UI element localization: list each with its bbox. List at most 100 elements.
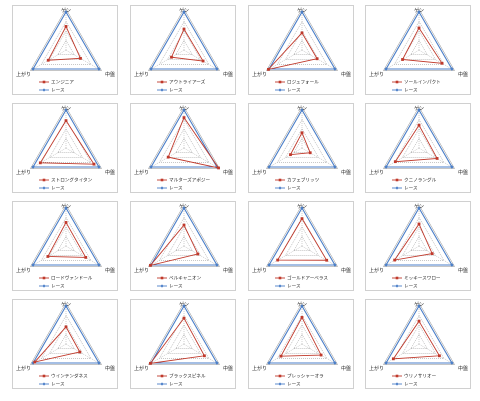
axis-label-2: 上がり — [134, 169, 149, 176]
grid-ring — [285, 128, 319, 158]
axis-label-1: 中盤 — [458, 169, 468, 176]
axis-label-1: 中盤 — [341, 169, 351, 176]
horse-data-point — [64, 119, 68, 123]
horse-data-point — [276, 258, 280, 262]
grid-frame — [266, 8, 338, 71]
race-data-point — [97, 67, 101, 71]
horse-data-point — [308, 151, 312, 155]
radar-chart-panel: ゲン 中盤 上がり ウインテンダネス レース — [12, 299, 118, 389]
grid-spoke — [418, 343, 455, 365]
grid-ring — [175, 334, 193, 349]
axis-label-2: 上がり — [252, 267, 267, 274]
race-series-line — [385, 304, 453, 364]
horse-data-point — [170, 55, 173, 59]
race-data-point — [417, 108, 421, 112]
race-data-point — [215, 361, 219, 365]
grid-ring — [57, 334, 75, 349]
legend-swatch-marker — [160, 284, 164, 288]
horse-series-line — [47, 221, 87, 258]
race-series-line — [385, 10, 453, 70]
radar-chart-panel: ゲン 中盤 上がり ミッキースワロー レース — [365, 201, 471, 291]
grid-frame — [383, 106, 455, 169]
radar-chart-panel: ゲン 中盤 上がり ブラックスピネル レース — [130, 299, 236, 389]
legend-swatch-marker — [278, 186, 282, 190]
grid-spoke — [418, 49, 455, 71]
axis-label-0: ゲン — [297, 301, 307, 308]
radar-chart-panel: ゲン 中盤 上がり プレッシャーオラ レース — [248, 299, 354, 389]
axis-label-2: 上がり — [16, 267, 31, 274]
grid-ring — [49, 128, 83, 158]
race-data-point — [267, 263, 271, 267]
horse-data-point — [391, 357, 395, 361]
horse-data-point — [64, 221, 68, 224]
horse-data-point — [92, 162, 96, 166]
horse-data-point — [430, 252, 434, 255]
grid-spoke — [148, 49, 185, 71]
axis-label-2: 上がり — [369, 365, 384, 372]
legend-label-race: レース — [51, 284, 65, 290]
grid-spoke — [301, 245, 338, 267]
grid-ring — [410, 40, 428, 55]
horse-series-line — [149, 317, 206, 364]
horse-series-line — [401, 27, 443, 64]
grid-spoke — [183, 147, 220, 169]
grid-spoke — [383, 343, 420, 365]
axis-label-1: 中盤 — [458, 71, 468, 78]
race-data-point — [417, 10, 421, 14]
horse-data-point — [289, 153, 292, 157]
axis-label-2: 上がり — [369, 267, 384, 274]
legend-label-race: レース — [169, 186, 183, 192]
grid-spoke — [266, 147, 303, 169]
grid-spoke — [30, 147, 67, 169]
legend-label-horse: ベルキャニオン — [169, 276, 202, 282]
legend-label-horse: ウリノサリオー — [404, 373, 437, 380]
grid-ring — [49, 226, 83, 256]
axis-label-2: 上がり — [134, 267, 149, 274]
axis-label-0: ゲン — [179, 105, 189, 112]
legend-swatch-marker — [395, 178, 399, 182]
horse-data-point — [417, 26, 421, 30]
horse-data-point — [46, 255, 50, 258]
horse-data-point — [417, 222, 421, 226]
legend-swatch-marker — [42, 284, 46, 288]
race-data-point — [31, 67, 35, 71]
horse-series-line — [276, 217, 328, 261]
grid-ring — [167, 128, 201, 158]
grid-spoke — [148, 343, 185, 365]
legend-label-horse: ウインテンダネス — [51, 373, 88, 380]
axis-label-0: ゲン — [297, 203, 307, 210]
grid-ring — [276, 119, 328, 163]
radar-chart-panel: ゲン 中盤 上がり カフェブリッツ レース — [248, 103, 354, 193]
horse-series-line — [289, 131, 311, 156]
grid-ring — [293, 138, 311, 153]
axis-label-2: 上がり — [252, 365, 267, 372]
legend-swatch-marker — [395, 186, 399, 190]
horse-data-point — [182, 116, 186, 119]
legend-label-horse: ストロングタイタン — [51, 177, 93, 184]
race-data-point — [267, 165, 271, 169]
grid-ring — [285, 226, 319, 256]
horse-data-point — [300, 131, 304, 135]
grid-frame — [383, 302, 455, 365]
legend-swatch-marker — [42, 276, 46, 280]
horse-data-point — [79, 56, 82, 60]
horse-data-point — [267, 67, 270, 71]
grid-ring — [175, 40, 193, 55]
legend-swatch-marker — [160, 374, 164, 378]
horse-data-point — [182, 27, 186, 31]
horse-data-point — [64, 25, 68, 28]
grid-ring — [410, 138, 428, 153]
race-data-point — [333, 67, 337, 71]
grid-ring — [293, 334, 311, 349]
grid-frame — [148, 8, 220, 71]
horse-series-line — [149, 224, 199, 267]
grid-ring — [393, 217, 445, 261]
grid-spoke — [65, 343, 102, 365]
race-data-point — [384, 67, 388, 71]
